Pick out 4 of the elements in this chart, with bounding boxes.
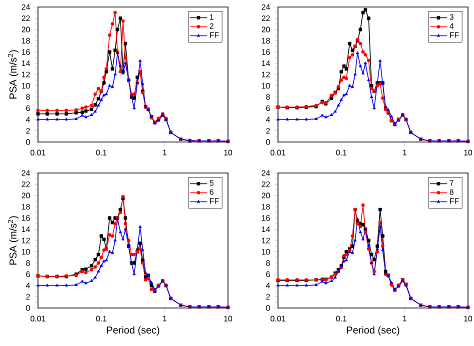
y-axis-title: PSA (m/s$^{2}$)	[8, 216, 19, 265]
y-axis-title: PSA (m/s$^{2}$)	[8, 50, 19, 99]
x-axis-title: Period (sec)	[106, 326, 160, 336]
x-axis-title: Period (sec)	[346, 326, 400, 336]
